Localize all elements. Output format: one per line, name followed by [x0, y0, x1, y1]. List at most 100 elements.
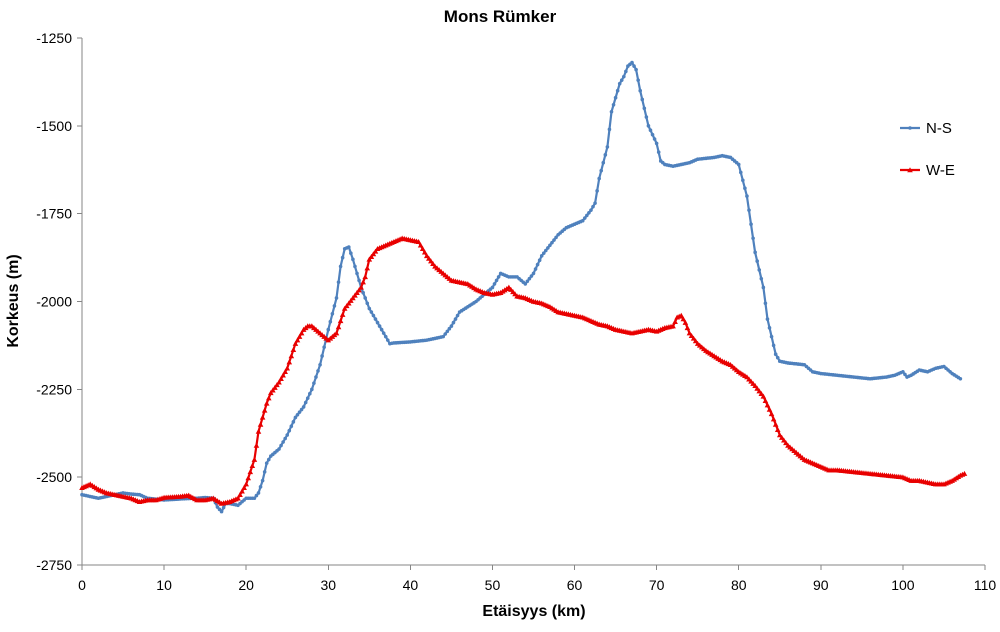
data-point-n-s — [332, 304, 337, 308]
data-point-w-e — [288, 353, 295, 359]
data-point-n-s — [293, 415, 298, 420]
data-point-n-s — [523, 282, 528, 286]
data-point-w-e — [270, 387, 276, 393]
data-point-n-s — [654, 141, 659, 146]
data-point-n-s — [763, 301, 768, 306]
data-point-n-s — [527, 276, 532, 281]
data-point-n-s — [539, 254, 544, 258]
data-point-w-e — [692, 338, 699, 344]
x-tick-label: 110 — [974, 577, 997, 593]
data-point-w-e — [690, 335, 697, 341]
data-point-n-s — [548, 243, 552, 248]
data-point-n-s — [743, 186, 747, 190]
data-point-n-s — [305, 396, 310, 400]
data-point-n-s — [630, 60, 634, 65]
data-point-w-e — [430, 260, 436, 266]
y-tick-label: -1250 — [36, 30, 72, 46]
data-point-w-e — [415, 238, 422, 245]
data-point-n-s — [753, 250, 757, 255]
data-point-n-s — [624, 69, 628, 74]
data-point-n-s — [351, 257, 355, 262]
data-point-w-e — [257, 421, 264, 427]
series-markers-n-s — [80, 60, 963, 514]
plot-area — [79, 60, 968, 514]
data-point-n-s — [308, 391, 312, 396]
data-point-n-s — [447, 326, 452, 331]
data-point-n-s — [622, 74, 626, 79]
data-point-w-e — [670, 323, 676, 329]
data-point-w-e — [263, 400, 270, 406]
y-tick-label: -2000 — [36, 294, 72, 310]
data-point-w-e — [243, 481, 249, 487]
data-point-n-s — [441, 334, 446, 339]
y-tick-label: -1750 — [36, 206, 72, 222]
data-point-w-e — [768, 411, 775, 417]
data-point-w-e — [684, 325, 691, 331]
data-point-w-e — [754, 385, 760, 391]
data-point-n-s — [301, 405, 306, 409]
data-point-n-s — [638, 88, 643, 93]
data-point-n-s — [546, 246, 550, 250]
data-point-n-s — [277, 447, 281, 451]
data-point-n-s — [529, 274, 534, 278]
data-point-n-s — [587, 210, 591, 215]
legend: N-S W-E — [900, 120, 955, 179]
data-point-n-s — [383, 334, 388, 339]
data-point-n-s — [903, 372, 907, 377]
data-point-w-e — [348, 297, 354, 303]
data-point-n-s — [254, 493, 259, 498]
data-point-w-e — [423, 253, 430, 259]
data-point-w-e — [686, 330, 693, 336]
data-point-w-e — [253, 442, 260, 448]
data-point-n-s — [617, 81, 622, 86]
legend-item-n-s: N-S — [900, 120, 952, 137]
data-point-n-s — [541, 251, 546, 255]
data-point-w-e — [961, 470, 968, 476]
data-point-n-s — [632, 64, 636, 68]
data-point-n-s — [297, 410, 302, 414]
data-point-n-s — [346, 245, 351, 249]
data-point-n-s — [455, 313, 460, 318]
data-point-n-s — [264, 461, 269, 465]
data-point-n-s — [443, 332, 448, 336]
data-point-n-s — [291, 420, 296, 424]
data-point-n-s — [375, 320, 380, 325]
legend-marker-w-e — [907, 167, 913, 173]
data-point-n-s — [755, 259, 759, 263]
x-tick-label: 20 — [238, 577, 254, 593]
data-point-w-e — [779, 434, 785, 440]
data-point-n-s — [252, 496, 257, 501]
data-point-w-e — [426, 255, 432, 261]
data-point-n-s — [595, 189, 599, 193]
x-tick-label: 30 — [320, 577, 336, 593]
data-point-n-s — [369, 310, 374, 314]
data-point-w-e — [756, 388, 763, 394]
data-point-w-e — [774, 426, 781, 432]
data-point-n-s — [773, 352, 778, 357]
data-point-w-e — [688, 332, 695, 338]
data-point-w-e — [335, 324, 342, 330]
data-point-n-s — [642, 106, 647, 111]
y-tick-label: -2500 — [36, 469, 72, 485]
data-point-n-s — [219, 509, 224, 514]
data-point-n-s — [363, 296, 368, 300]
legend-item-w-e: W-E — [900, 162, 955, 179]
data-point-n-s — [262, 470, 267, 474]
data-point-n-s — [492, 282, 497, 286]
data-point-n-s — [591, 204, 595, 209]
data-point-w-e — [280, 372, 286, 378]
chart-title: Mons Rümker — [444, 7, 557, 26]
data-point-w-e — [290, 347, 297, 353]
data-point-n-s — [338, 264, 343, 269]
data-point-n-s — [314, 375, 318, 379]
data-point-n-s — [215, 505, 220, 509]
data-point-w-e — [776, 432, 783, 438]
data-point-n-s — [312, 381, 316, 385]
data-point-w-e — [274, 382, 280, 388]
data-point-w-e — [680, 316, 687, 322]
data-point-w-e — [672, 318, 678, 324]
data-point-n-s — [593, 201, 597, 205]
data-point-w-e — [766, 406, 773, 412]
data-point-n-s — [738, 170, 743, 175]
data-point-n-s — [533, 267, 538, 271]
